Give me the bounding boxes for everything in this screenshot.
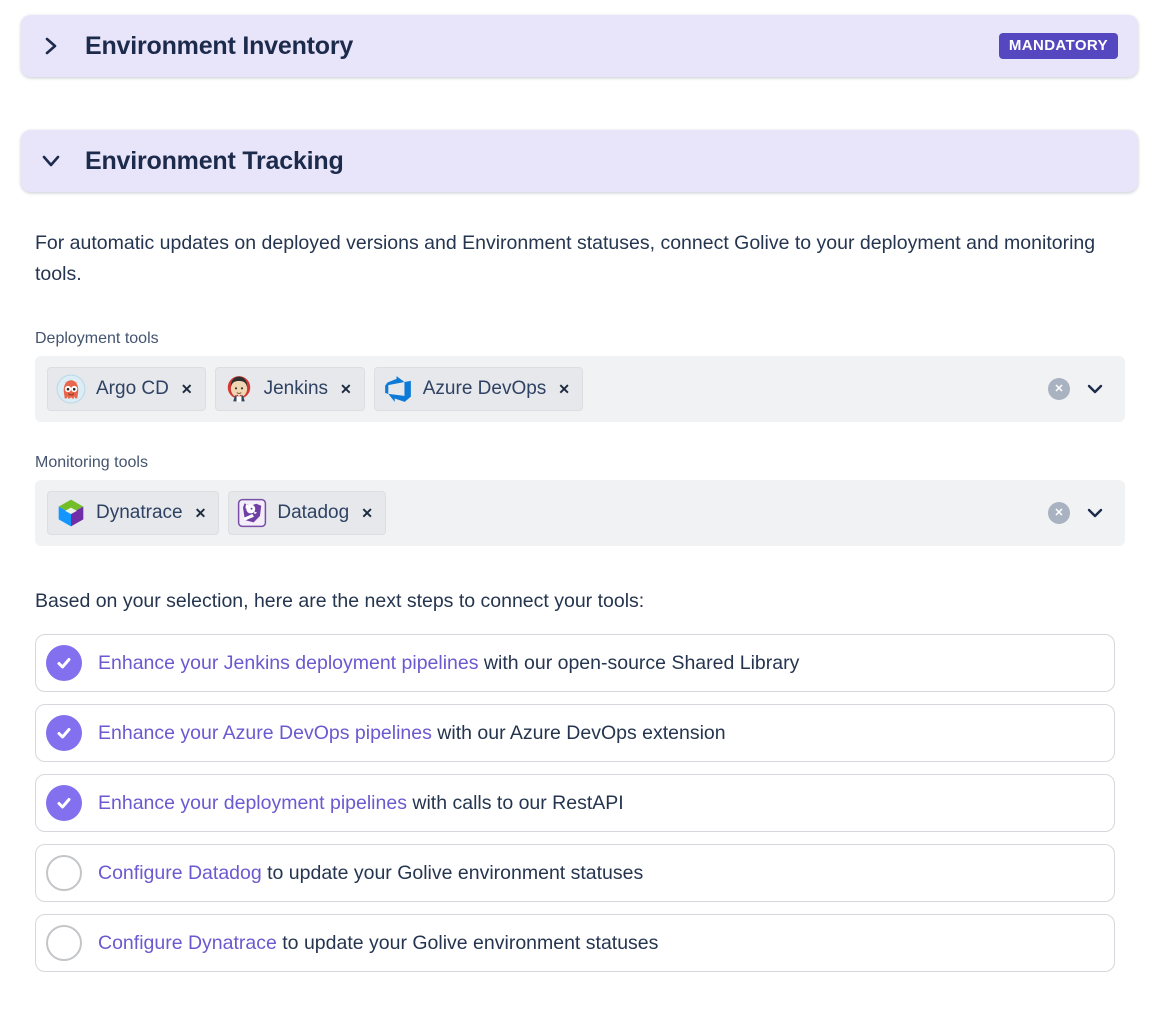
step-rest: with our open-source Shared Library bbox=[483, 651, 800, 674]
monitoring-tools-tags: Dynatrace ✕ Datadog ✕ bbox=[47, 491, 386, 535]
tag-remove-button[interactable]: ✕ bbox=[558, 381, 571, 397]
step-rest: with our Azure DevOps extension bbox=[437, 721, 726, 744]
step-text: Enhance your Azure DevOps pipelines with… bbox=[98, 722, 726, 745]
step-card: Enhance your deployment pipelines with c… bbox=[35, 774, 1115, 832]
step-checkbox[interactable] bbox=[46, 715, 82, 751]
check-icon bbox=[57, 658, 71, 669]
step-link[interactable]: Enhance your deployment pipelines bbox=[98, 791, 407, 814]
section-header-environment-tracking[interactable]: Environment Tracking bbox=[21, 130, 1138, 192]
step-rest: to update your Golive environment status… bbox=[282, 931, 659, 954]
step-text: Enhance your Jenkins deployment pipeline… bbox=[98, 652, 799, 675]
jenkins-icon bbox=[227, 376, 250, 402]
tag-label: Argo CD bbox=[96, 378, 169, 399]
tag: Jenkins ✕ bbox=[214, 367, 365, 411]
step-link[interactable]: Configure Datadog bbox=[98, 861, 262, 884]
dropdown-chevron-icon[interactable] bbox=[1087, 384, 1103, 394]
deployment-tools-select[interactable]: Argo CD ✕ Jenkins ✕ bbox=[35, 356, 1125, 422]
select-controls: ✕ bbox=[1026, 480, 1125, 546]
step-link[interactable]: Enhance your Azure DevOps pipelines bbox=[98, 721, 432, 744]
monitoring-tools-select[interactable]: Dynatrace ✕ Datadog ✕ ✕ bbox=[35, 480, 1125, 546]
tag: Datadog ✕ bbox=[228, 491, 386, 535]
step-card: Enhance your Azure DevOps pipelines with… bbox=[35, 704, 1115, 762]
step-card: Enhance your Jenkins deployment pipeline… bbox=[35, 634, 1115, 692]
clear-selection-button[interactable]: ✕ bbox=[1048, 502, 1070, 524]
argo-cd-icon bbox=[56, 374, 86, 404]
step-rest: to update your Golive environment status… bbox=[267, 861, 644, 884]
tag: Azure DevOps ✕ bbox=[373, 367, 584, 411]
tag-remove-button[interactable]: ✕ bbox=[340, 381, 352, 397]
deployment-tools-tags: Argo CD ✕ Jenkins ✕ bbox=[47, 367, 584, 411]
steps-list: Enhance your Jenkins deployment pipeline… bbox=[35, 634, 1115, 972]
tag-remove-button[interactable]: ✕ bbox=[194, 505, 207, 521]
check-icon bbox=[57, 798, 71, 809]
tag-label: Dynatrace bbox=[96, 502, 183, 523]
tag-remove-button[interactable]: ✕ bbox=[180, 381, 193, 397]
datadog-icon bbox=[238, 498, 267, 528]
tag-label: Datadog bbox=[277, 502, 350, 523]
step-text: Enhance your deployment pipelines with c… bbox=[98, 792, 624, 815]
step-link[interactable]: Enhance your Jenkins deployment pipeline… bbox=[98, 651, 479, 674]
step-checkbox[interactable] bbox=[46, 925, 82, 961]
step-checkbox[interactable] bbox=[46, 855, 82, 891]
deployment-tools-label: Deployment tools bbox=[35, 330, 159, 347]
environment-setup-page: Environment Inventory MANDATORY Environm… bbox=[21, 15, 1138, 972]
step-text: Configure Datadog to update your Golive … bbox=[98, 862, 643, 885]
step-link[interactable]: Configure Dynatrace bbox=[98, 931, 277, 954]
next-steps-intro: Based on your selection, here are the ne… bbox=[35, 590, 645, 612]
tag-label: Jenkins bbox=[263, 378, 329, 399]
mandatory-badge: MANDATORY bbox=[998, 33, 1118, 59]
dropdown-chevron-icon[interactable] bbox=[1087, 508, 1103, 518]
section-header-environment-inventory[interactable]: Environment Inventory MANDATORY bbox=[21, 15, 1138, 77]
azure-devops-icon bbox=[384, 376, 411, 402]
monitoring-tools-label: Monitoring tools bbox=[35, 454, 148, 471]
tag-remove-button[interactable]: ✕ bbox=[361, 505, 373, 521]
check-icon bbox=[57, 728, 71, 739]
section-title: Environment Tracking bbox=[85, 146, 344, 175]
tag: Dynatrace ✕ bbox=[47, 491, 220, 535]
step-card: Configure Datadog to update your Golive … bbox=[35, 844, 1115, 902]
tag: Argo CD ✕ bbox=[47, 367, 206, 411]
tag-label: Azure DevOps bbox=[422, 378, 547, 399]
step-checkbox[interactable] bbox=[46, 645, 82, 681]
step-rest: with calls to our RestAPI bbox=[412, 791, 624, 814]
intro-text: For automatic updates on deployed versio… bbox=[35, 232, 1096, 285]
environment-tracking-content: For automatic updates on deployed versio… bbox=[21, 228, 1138, 972]
step-card: Configure Dynatrace to update your Goliv… bbox=[35, 914, 1115, 972]
step-text: Configure Dynatrace to update your Goliv… bbox=[98, 932, 658, 955]
select-controls: ✕ bbox=[1026, 356, 1125, 422]
clear-selection-button[interactable]: ✕ bbox=[1048, 378, 1070, 400]
dynatrace-icon bbox=[58, 499, 84, 527]
chevron-down-icon bbox=[42, 152, 60, 170]
chevron-right-icon bbox=[42, 37, 60, 55]
step-checkbox[interactable] bbox=[46, 785, 82, 821]
section-title: Environment Inventory bbox=[85, 31, 354, 60]
